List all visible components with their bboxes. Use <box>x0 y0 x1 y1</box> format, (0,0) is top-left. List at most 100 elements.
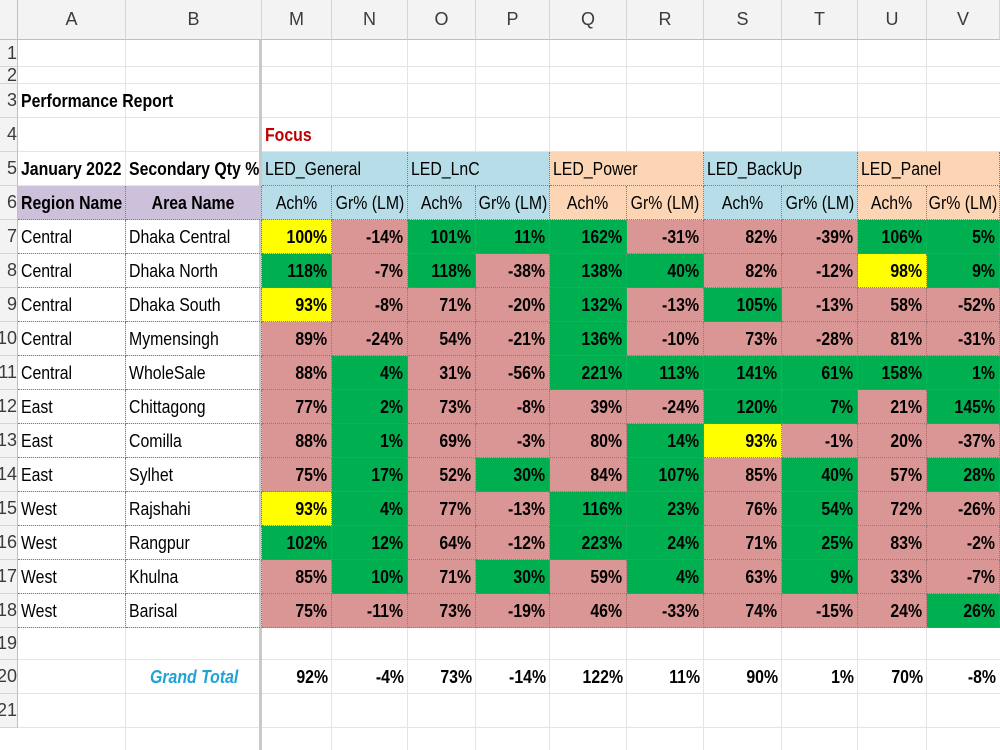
column-header-t[interactable]: T <box>782 0 858 40</box>
group-header-led-lnc[interactable]: LED_LnC <box>408 152 550 186</box>
value-cell[interactable]: -37% <box>927 424 1000 458</box>
ach-header[interactable]: Ach% <box>704 186 782 220</box>
row-header-7[interactable]: 7 <box>0 220 18 254</box>
value-cell[interactable]: -11% <box>332 594 408 628</box>
value-cell[interactable]: 33% <box>858 560 927 594</box>
period-label[interactable]: January 2022 <box>18 152 126 186</box>
value-cell[interactable]: 9% <box>927 254 1000 288</box>
row-header-2[interactable]: 2 <box>0 67 18 84</box>
group-header-led-backup[interactable]: LED_BackUp <box>704 152 858 186</box>
area-cell[interactable]: Chittagong <box>126 390 262 424</box>
value-cell[interactable]: 84% <box>550 458 627 492</box>
value-cell[interactable]: -1% <box>782 424 858 458</box>
area-cell[interactable]: Rajshahi <box>126 492 262 526</box>
value-cell[interactable]: -8% <box>476 390 550 424</box>
value-cell[interactable]: 116% <box>550 492 627 526</box>
value-cell[interactable]: 30% <box>476 458 550 492</box>
row-header-1[interactable]: 1 <box>0 40 18 67</box>
row-header-20[interactable]: 20 <box>0 660 18 694</box>
grand-total-value[interactable]: 92% <box>262 660 332 694</box>
ach-header[interactable]: Ach% <box>858 186 927 220</box>
group-header-led-power[interactable]: LED_Power <box>550 152 704 186</box>
value-cell[interactable]: 71% <box>408 288 476 322</box>
row-header-8[interactable]: 8 <box>0 254 18 288</box>
value-cell[interactable]: 93% <box>704 424 782 458</box>
ach-header[interactable]: Ach% <box>408 186 476 220</box>
value-cell[interactable]: 107% <box>627 458 704 492</box>
value-cell[interactable]: 88% <box>262 424 332 458</box>
row-header-17[interactable]: 17 <box>0 560 18 594</box>
row-header-5[interactable]: 5 <box>0 152 18 186</box>
value-cell[interactable]: 52% <box>408 458 476 492</box>
area-cell[interactable]: Barisal <box>126 594 262 628</box>
value-cell[interactable]: -12% <box>476 526 550 560</box>
value-cell[interactable]: -15% <box>782 594 858 628</box>
area-cell[interactable]: Khulna <box>126 560 262 594</box>
value-cell[interactable]: -24% <box>332 322 408 356</box>
region-cell[interactable]: West <box>18 560 126 594</box>
gr-lm-header[interactable]: Gr% (LM) <box>782 186 858 220</box>
value-cell[interactable]: 75% <box>262 594 332 628</box>
row-header-9[interactable]: 9 <box>0 288 18 322</box>
value-cell[interactable]: 5% <box>927 220 1000 254</box>
row-header-11[interactable]: 11 <box>0 356 18 390</box>
grand-total-value[interactable]: 73% <box>408 660 476 694</box>
column-header-b[interactable]: B <box>126 0 262 40</box>
value-cell[interactable]: 20% <box>858 424 927 458</box>
gr-lm-header[interactable]: Gr% (LM) <box>927 186 1000 220</box>
column-header-o[interactable]: O <box>408 0 476 40</box>
value-cell[interactable]: 81% <box>858 322 927 356</box>
value-cell[interactable]: 145% <box>927 390 1000 424</box>
value-cell[interactable]: 1% <box>332 424 408 458</box>
value-cell[interactable]: 63% <box>704 560 782 594</box>
grand-total-value[interactable]: 90% <box>704 660 782 694</box>
value-cell[interactable]: 93% <box>262 288 332 322</box>
value-cell[interactable]: -33% <box>627 594 704 628</box>
value-cell[interactable]: 54% <box>408 322 476 356</box>
value-cell[interactable]: 58% <box>858 288 927 322</box>
value-cell[interactable]: 21% <box>858 390 927 424</box>
value-cell[interactable]: 118% <box>262 254 332 288</box>
value-cell[interactable]: 39% <box>550 390 627 424</box>
region-cell[interactable]: Central <box>18 288 126 322</box>
value-cell[interactable]: 141% <box>704 356 782 390</box>
value-cell[interactable]: 101% <box>408 220 476 254</box>
value-cell[interactable]: -38% <box>476 254 550 288</box>
row-header-16[interactable]: 16 <box>0 526 18 560</box>
value-cell[interactable]: 25% <box>782 526 858 560</box>
value-cell[interactable]: 105% <box>704 288 782 322</box>
row-header-19[interactable]: 19 <box>0 628 18 660</box>
area-cell[interactable]: Mymensingh <box>126 322 262 356</box>
column-header-v[interactable]: V <box>927 0 1000 40</box>
row-header-13[interactable]: 13 <box>0 424 18 458</box>
column-header-p[interactable]: P <box>476 0 550 40</box>
value-cell[interactable]: 98% <box>858 254 927 288</box>
grand-total-value[interactable]: 1% <box>782 660 858 694</box>
row-header-18[interactable]: 18 <box>0 594 18 628</box>
value-cell[interactable]: 73% <box>408 390 476 424</box>
area-cell[interactable]: Dhaka Central <box>126 220 262 254</box>
region-cell[interactable]: West <box>18 492 126 526</box>
row-header-12[interactable]: 12 <box>0 390 18 424</box>
column-header-q[interactable]: Q <box>550 0 627 40</box>
column-header-m[interactable]: M <box>262 0 332 40</box>
value-cell[interactable]: 77% <box>408 492 476 526</box>
value-cell[interactable]: 88% <box>262 356 332 390</box>
value-cell[interactable]: 85% <box>704 458 782 492</box>
value-cell[interactable]: 221% <box>550 356 627 390</box>
value-cell[interactable]: 85% <box>262 560 332 594</box>
value-cell[interactable]: 80% <box>550 424 627 458</box>
row-header-21[interactable]: 21 <box>0 694 18 728</box>
value-cell[interactable]: -13% <box>627 288 704 322</box>
column-header-a[interactable]: A <box>18 0 126 40</box>
value-cell[interactable]: 77% <box>262 390 332 424</box>
value-cell[interactable]: -56% <box>476 356 550 390</box>
value-cell[interactable]: 9% <box>782 560 858 594</box>
value-cell[interactable]: 82% <box>704 220 782 254</box>
row-header-6[interactable]: 6 <box>0 186 18 220</box>
value-cell[interactable]: 4% <box>627 560 704 594</box>
group-header-led-panel[interactable]: LED_Panel <box>858 152 1000 186</box>
row-header-15[interactable]: 15 <box>0 492 18 526</box>
value-cell[interactable]: 113% <box>627 356 704 390</box>
